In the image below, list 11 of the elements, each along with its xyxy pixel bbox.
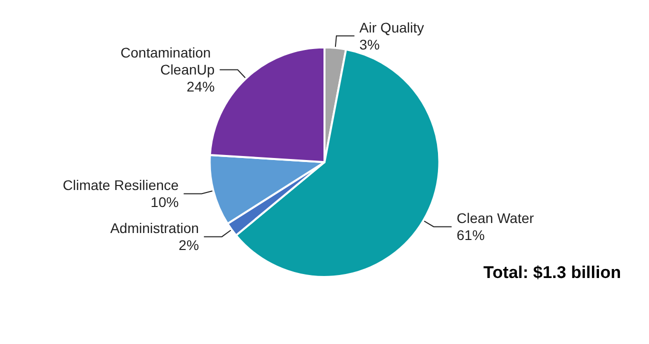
- data-label: 10%: [150, 194, 179, 210]
- data-label: 2%: [178, 237, 199, 254]
- data-label: 3%: [359, 36, 380, 52]
- data-label: 61%: [456, 227, 485, 244]
- slice-label: Contamination CleanUp: [120, 44, 215, 78]
- data-label: 24%: [186, 78, 215, 95]
- slice-label: Clean Water: [456, 210, 534, 226]
- slice-label: Air Quality: [359, 19, 424, 36]
- slice-label: Administration: [110, 220, 199, 236]
- slice-label: Climate Resilience: [62, 177, 179, 194]
- text: Total: $1.3 billion: [483, 263, 622, 282]
